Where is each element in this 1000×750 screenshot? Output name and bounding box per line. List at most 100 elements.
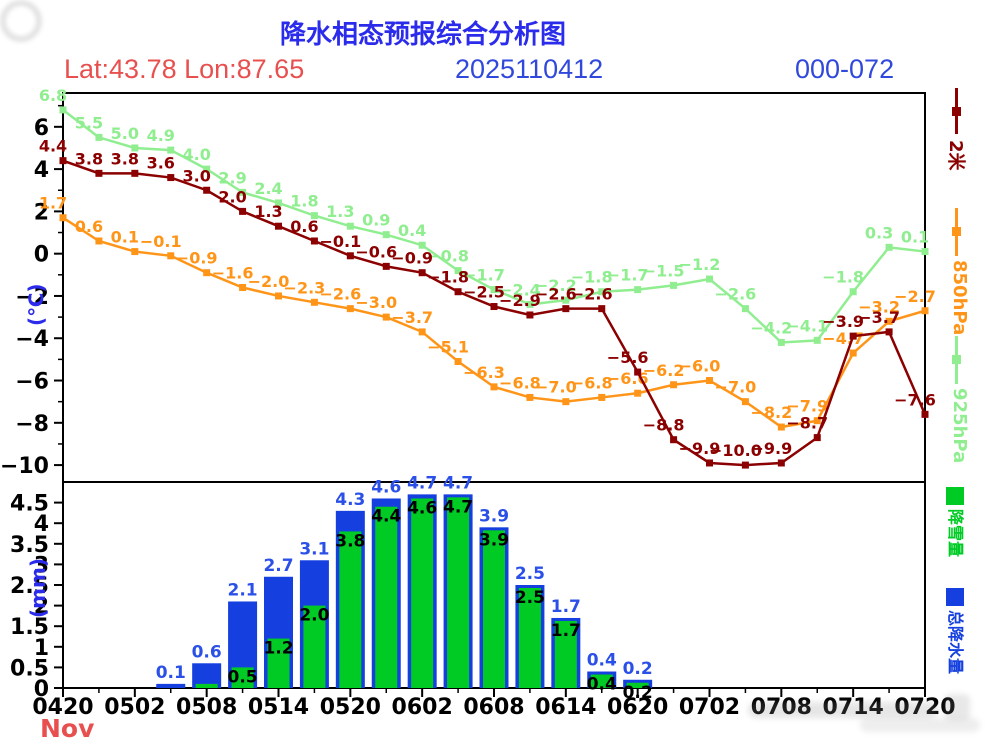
bar-snowfall <box>231 667 254 688</box>
series-value-label: 2.9 <box>218 168 246 187</box>
series-value-label: −0.1 <box>319 232 361 251</box>
series-marker <box>741 305 749 313</box>
x-tick-label: 0608 <box>463 695 524 720</box>
series-marker <box>418 328 426 336</box>
series-marker <box>921 307 929 315</box>
temp-y-tick-label: −8 <box>15 412 49 437</box>
series-value-label: −6.0 <box>679 357 721 376</box>
legend-marker-2m <box>952 107 961 116</box>
series-value-label: −1.8 <box>427 268 469 287</box>
total-precip-value-label: 3.1 <box>299 539 329 559</box>
watermark-mark <box>944 694 970 720</box>
series-marker <box>706 459 713 467</box>
precip-y-tick-label: 2.5 <box>10 574 49 599</box>
x-tick-label: 0602 <box>392 695 453 720</box>
series-value-label: −2.3 <box>284 278 326 297</box>
series-marker <box>418 241 426 249</box>
series-marker <box>777 338 785 346</box>
series-value-label: −8.2 <box>750 403 792 422</box>
series-marker <box>813 417 821 425</box>
series-value-label: −1.6 <box>212 264 254 283</box>
series-value-label: −9.9 <box>750 439 792 458</box>
series-marker <box>382 262 390 270</box>
total-precip-value-label: 4.7 <box>443 473 473 493</box>
x-tick-label: 0714 <box>823 695 884 720</box>
series-marker <box>490 303 498 311</box>
bar-snowfall <box>626 682 649 688</box>
x-tick-label: 0420 <box>32 695 93 720</box>
series-value-label: −2.7 <box>894 287 936 306</box>
snowfall-value-label: 0.4 <box>587 675 617 695</box>
series-value-label: −4.7 <box>822 329 864 348</box>
legend-line-925hpa <box>952 336 961 384</box>
total-precip-value-label: 2.7 <box>263 556 293 576</box>
series-marker <box>131 248 139 256</box>
series-value-label: −1.7 <box>607 266 649 285</box>
series-marker <box>346 305 354 313</box>
snowfall-value-label: 0.5 <box>228 667 258 687</box>
x-tick-label: 0620 <box>607 695 668 720</box>
precip-y-tick-label: 1 <box>34 636 49 661</box>
watermark-text-blur-2 <box>860 718 980 732</box>
total-precip-value-label: 0.2 <box>623 659 653 679</box>
series-value-label: −2.4 <box>499 280 541 299</box>
series-value-label: −2.2 <box>535 276 577 295</box>
series-value-label: 4.9 <box>147 126 175 145</box>
series-marker <box>921 248 929 256</box>
series-850hPa: 1.70.60.1 −0.1−0.9−1.6−2.0−2.3−2.6−3.0−3.… <box>39 194 936 431</box>
series-value-label: −3.7 <box>858 308 900 327</box>
series-marker <box>131 169 139 177</box>
series-value-label: −8.8 <box>643 416 685 435</box>
series-value-label: 0.9 <box>362 211 390 230</box>
series-marker <box>59 106 67 114</box>
precip-y-tick-label: 0.5 <box>10 656 49 681</box>
precipitation-bars: 0.1 0.6 2.1 0.5 2.7 1.2 3.1 2.0 4.3 3.8 4.6 4.4 4.7 4… <box>156 473 653 702</box>
x-tick-label: 0614 <box>535 695 596 720</box>
precip-y-tick-label: 0 <box>34 677 49 702</box>
temp-y-tick-label: −6 <box>15 370 49 395</box>
bar-snowfall <box>518 588 541 688</box>
snowfall-value-label: 3.9 <box>479 530 509 550</box>
x-tick-label: 0702 <box>679 695 740 720</box>
series-value-label: −0.8 <box>427 247 469 266</box>
series-marker <box>239 207 247 215</box>
series-value-label: 3.8 <box>111 149 139 168</box>
x-axis: 0420 0502 0508 0514 0520 0602 0608 0614 0620 0702… <box>32 688 956 720</box>
precip-y-tick-label: 2 <box>34 595 49 620</box>
series-value-label: 5.0 <box>111 124 139 143</box>
series-value-label: −8.7 <box>786 414 828 433</box>
series-value-label: 3.0 <box>182 166 210 185</box>
x-tick-label: 0720 <box>894 695 955 720</box>
bar-snowfall <box>554 620 577 688</box>
legend-swatch-total-precip <box>946 588 964 606</box>
series-marker <box>167 146 175 154</box>
series-value-label: −0.9 <box>176 249 218 268</box>
series-marker <box>95 237 103 245</box>
series-value-label: 0.1 <box>111 228 139 247</box>
series-marker <box>670 436 678 444</box>
series-2米: 4.43.8 3.8 3.63.02.01.30.6−0.1−0.6−0.9−1.8… <box>39 137 936 469</box>
series-value-label: −0.1 <box>140 232 182 251</box>
snowfall-value-label: 0.2 <box>623 683 653 703</box>
series-marker <box>59 157 67 165</box>
series-value-label: 3.6 <box>147 154 175 173</box>
series-value-label: 0.6 <box>290 217 318 236</box>
series-marker <box>706 377 713 385</box>
series-marker <box>275 292 282 300</box>
snowfall-value-label: 2.0 <box>299 606 329 626</box>
x-tick-label: 0502 <box>104 695 165 720</box>
series-marker <box>346 222 354 230</box>
bar-snowfall <box>483 530 505 688</box>
series-marker <box>526 300 534 308</box>
series-marker <box>490 286 498 294</box>
legend-label-snowfall: 降雪量 <box>946 509 965 558</box>
series-value-label: 5.5 <box>75 113 103 132</box>
series-marker <box>741 398 749 406</box>
total-precip-value-label: 0.1 <box>156 663 186 683</box>
series-value-label: −3.9 <box>822 312 864 331</box>
series-marker <box>634 286 642 294</box>
series-marker <box>310 237 318 245</box>
x-tick-label: 0708 <box>751 695 812 720</box>
series-value-label: −2.0 <box>248 272 290 291</box>
series-marker <box>275 199 282 207</box>
